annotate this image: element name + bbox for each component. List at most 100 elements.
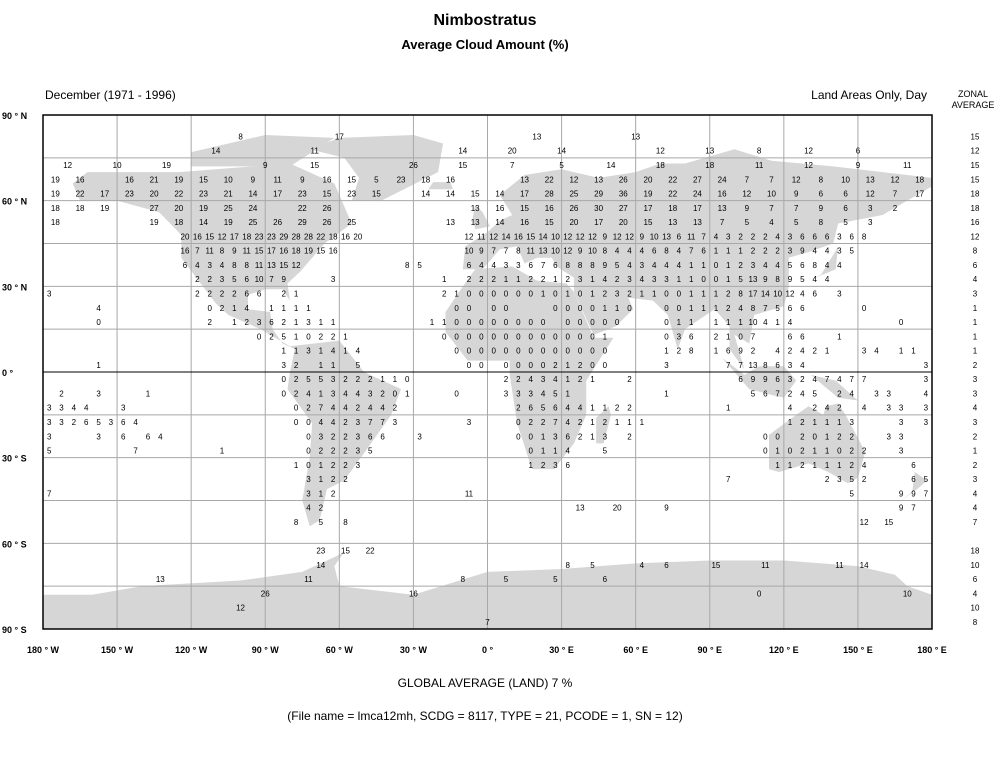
cell-value: 2 xyxy=(294,389,299,398)
cell-value: 27 xyxy=(693,175,702,184)
cell-value: 6 xyxy=(825,232,830,241)
cell-value: 1 xyxy=(640,418,645,427)
cell-value: 8 xyxy=(294,518,299,527)
cell-value: 1 xyxy=(812,447,817,456)
cell-value: 14 xyxy=(557,147,566,156)
cell-value: 2 xyxy=(578,361,583,370)
cell-value: 8 xyxy=(862,232,867,241)
zonal-average-value: 10 xyxy=(971,561,980,570)
cell-value: 12 xyxy=(625,232,634,241)
cell-value: 1 xyxy=(294,304,299,313)
cell-value: 2 xyxy=(566,275,571,284)
cell-value: 12 xyxy=(563,232,572,241)
cell-value: 0 xyxy=(578,289,583,298)
cell-value: 18 xyxy=(668,204,677,213)
cell-value: 0 xyxy=(454,332,459,341)
cell-value: 4 xyxy=(837,261,842,270)
cell-value: 2 xyxy=(603,289,608,298)
cell-value: 6 xyxy=(843,190,848,199)
cell-value: 7 xyxy=(485,618,490,627)
cell-value: 3 xyxy=(664,361,669,370)
cell-value: 2 xyxy=(738,232,743,241)
cell-value: 0 xyxy=(566,304,571,313)
cell-value: 0 xyxy=(96,318,101,327)
cell-value: 7 xyxy=(491,247,496,256)
cell-value: 1 xyxy=(788,461,793,470)
cell-value: 4 xyxy=(763,318,768,327)
cell-value: 3 xyxy=(868,204,873,213)
cell-value: 1 xyxy=(701,304,706,313)
cell-value: 6 xyxy=(664,561,669,570)
cell-value: 3 xyxy=(615,289,620,298)
cell-value: 4 xyxy=(812,275,817,284)
cell-value: 1 xyxy=(541,432,546,441)
zonal-average-value: 1 xyxy=(973,304,978,313)
cell-value: 18 xyxy=(421,175,430,184)
cell-value: 1 xyxy=(232,304,237,313)
cell-value: 7 xyxy=(133,447,138,456)
cell-value: 6 xyxy=(121,418,126,427)
cell-value: 14 xyxy=(211,147,220,156)
cell-value: 5 xyxy=(559,161,564,170)
cell-value: 13 xyxy=(668,218,677,227)
cell-value: 3 xyxy=(850,418,855,427)
x-tick-label: 60 ° E xyxy=(623,645,648,655)
cell-value: 1 xyxy=(664,389,669,398)
cell-value: 2 xyxy=(343,447,348,456)
cell-value: 15 xyxy=(520,204,529,213)
cell-value: 1 xyxy=(825,461,830,470)
cell-value: 5 xyxy=(794,218,799,227)
cell-value: 8 xyxy=(590,261,595,270)
cell-value: 9 xyxy=(763,375,768,384)
cell-value: 1 xyxy=(590,418,595,427)
cell-value: 0 xyxy=(578,332,583,341)
cell-value: 2 xyxy=(331,461,336,470)
cell-value: 3 xyxy=(306,475,311,484)
cell-value: 2 xyxy=(541,461,546,470)
cell-value: 19 xyxy=(174,175,183,184)
zonal-average-value: 4 xyxy=(973,589,978,598)
cell-value: 1 xyxy=(405,389,410,398)
cell-value: 0 xyxy=(306,332,311,341)
cell-value: 7 xyxy=(319,404,324,413)
cell-value: 10 xyxy=(773,289,782,298)
cell-value: 2 xyxy=(504,375,509,384)
cell-value: 0 xyxy=(701,275,706,284)
cell-value: 6 xyxy=(566,461,571,470)
cell-value: 4 xyxy=(788,404,793,413)
y-tick-label: 90 ° S xyxy=(2,625,27,635)
cell-value: 8 xyxy=(566,561,571,570)
cell-value: 3 xyxy=(640,261,645,270)
cell-value: 3 xyxy=(96,432,101,441)
cell-value: 7 xyxy=(850,375,855,384)
cell-value: 8 xyxy=(689,347,694,356)
cell-value: 3 xyxy=(924,375,929,384)
cell-value: 0 xyxy=(578,347,583,356)
cell-value: 11 xyxy=(304,575,313,584)
cell-value: 10 xyxy=(767,190,776,199)
cell-value: 15 xyxy=(341,546,350,555)
cell-value: 5 xyxy=(738,275,743,284)
cell-value: 5 xyxy=(504,575,509,584)
cell-value: 4 xyxy=(640,275,645,284)
cell-value: 4 xyxy=(850,389,855,398)
cell-value: 6 xyxy=(701,247,706,256)
cell-value: 0 xyxy=(664,318,669,327)
zonal-average-value: 1 xyxy=(973,447,978,456)
cell-value: 0 xyxy=(516,289,521,298)
axis-ticks: 180 ° W 150 ° W 120 ° W 90 ° W 60 ° W 30 ° W 0… xyxy=(2,111,947,655)
cell-value: 3 xyxy=(887,389,892,398)
cell-value: 16 xyxy=(279,247,288,256)
cell-value: 7 xyxy=(763,304,768,313)
cell-value: 19 xyxy=(224,218,233,227)
cell-value: 8 xyxy=(812,261,817,270)
cell-value: 6 xyxy=(553,261,558,270)
cell-value: 2 xyxy=(220,289,225,298)
cell-value: 3 xyxy=(652,275,657,284)
cell-value: 6 xyxy=(183,261,188,270)
cell-value: 13 xyxy=(576,504,585,513)
cell-value: 2 xyxy=(714,332,719,341)
cell-value: 1 xyxy=(701,261,706,270)
cell-value: 17 xyxy=(644,204,653,213)
cell-value: 4 xyxy=(800,361,805,370)
